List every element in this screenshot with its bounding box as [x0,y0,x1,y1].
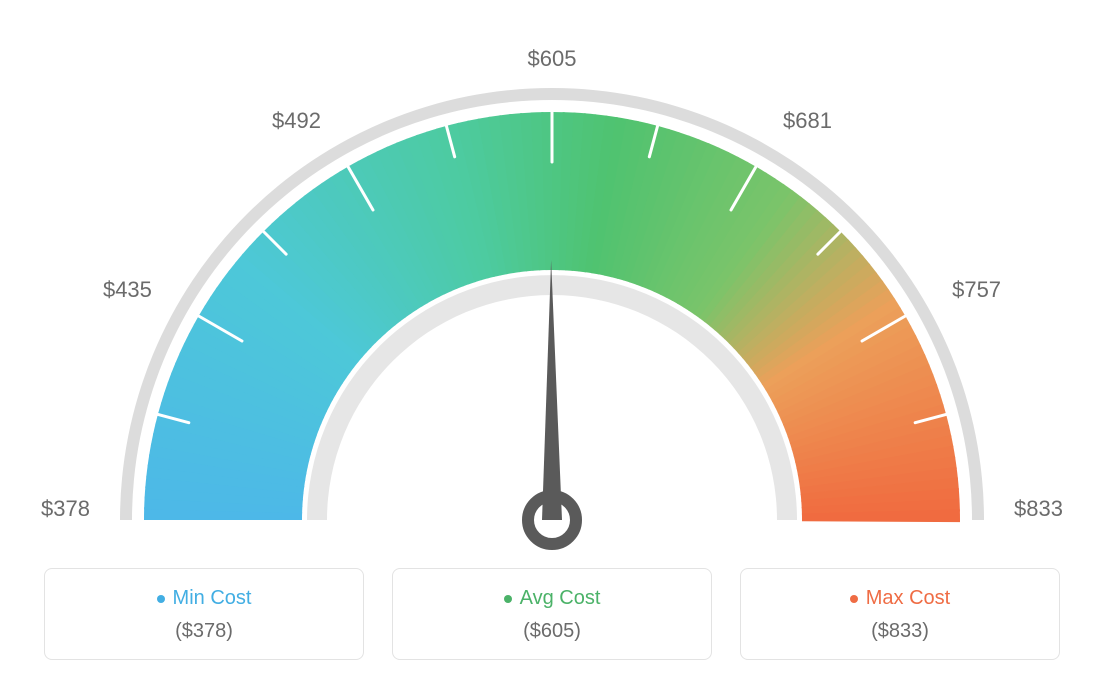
legend-card-avg: Avg Cost ($605) [392,568,712,660]
gauge-tick-label: $681 [783,108,832,134]
gauge-svg [0,0,1104,560]
legend-value-avg: ($605) [403,620,701,643]
gauge-container: $378 $435 $492 $605 $681 $757 $833 [0,0,1104,560]
gauge-tick-label: $757 [952,277,1001,303]
legend-value-min: ($378) [55,620,353,643]
legend-row: Min Cost ($378) Avg Cost ($605) Max Cost… [40,568,1064,660]
gauge-tick-label: $435 [103,277,152,303]
legend-value-max: ($833) [751,620,1049,643]
legend-title-min: Min Cost [157,587,252,610]
gauge-tick-label: $492 [272,108,321,134]
gauge-tick-label: $378 [41,496,90,522]
legend-card-max: Max Cost ($833) [740,568,1060,660]
legend-title-max: Max Cost [850,587,950,610]
legend-title-avg: Avg Cost [504,587,601,610]
gauge-tick-label: $605 [528,46,577,72]
legend-card-min: Min Cost ($378) [44,568,364,660]
gauge-tick-label: $833 [1014,496,1063,522]
